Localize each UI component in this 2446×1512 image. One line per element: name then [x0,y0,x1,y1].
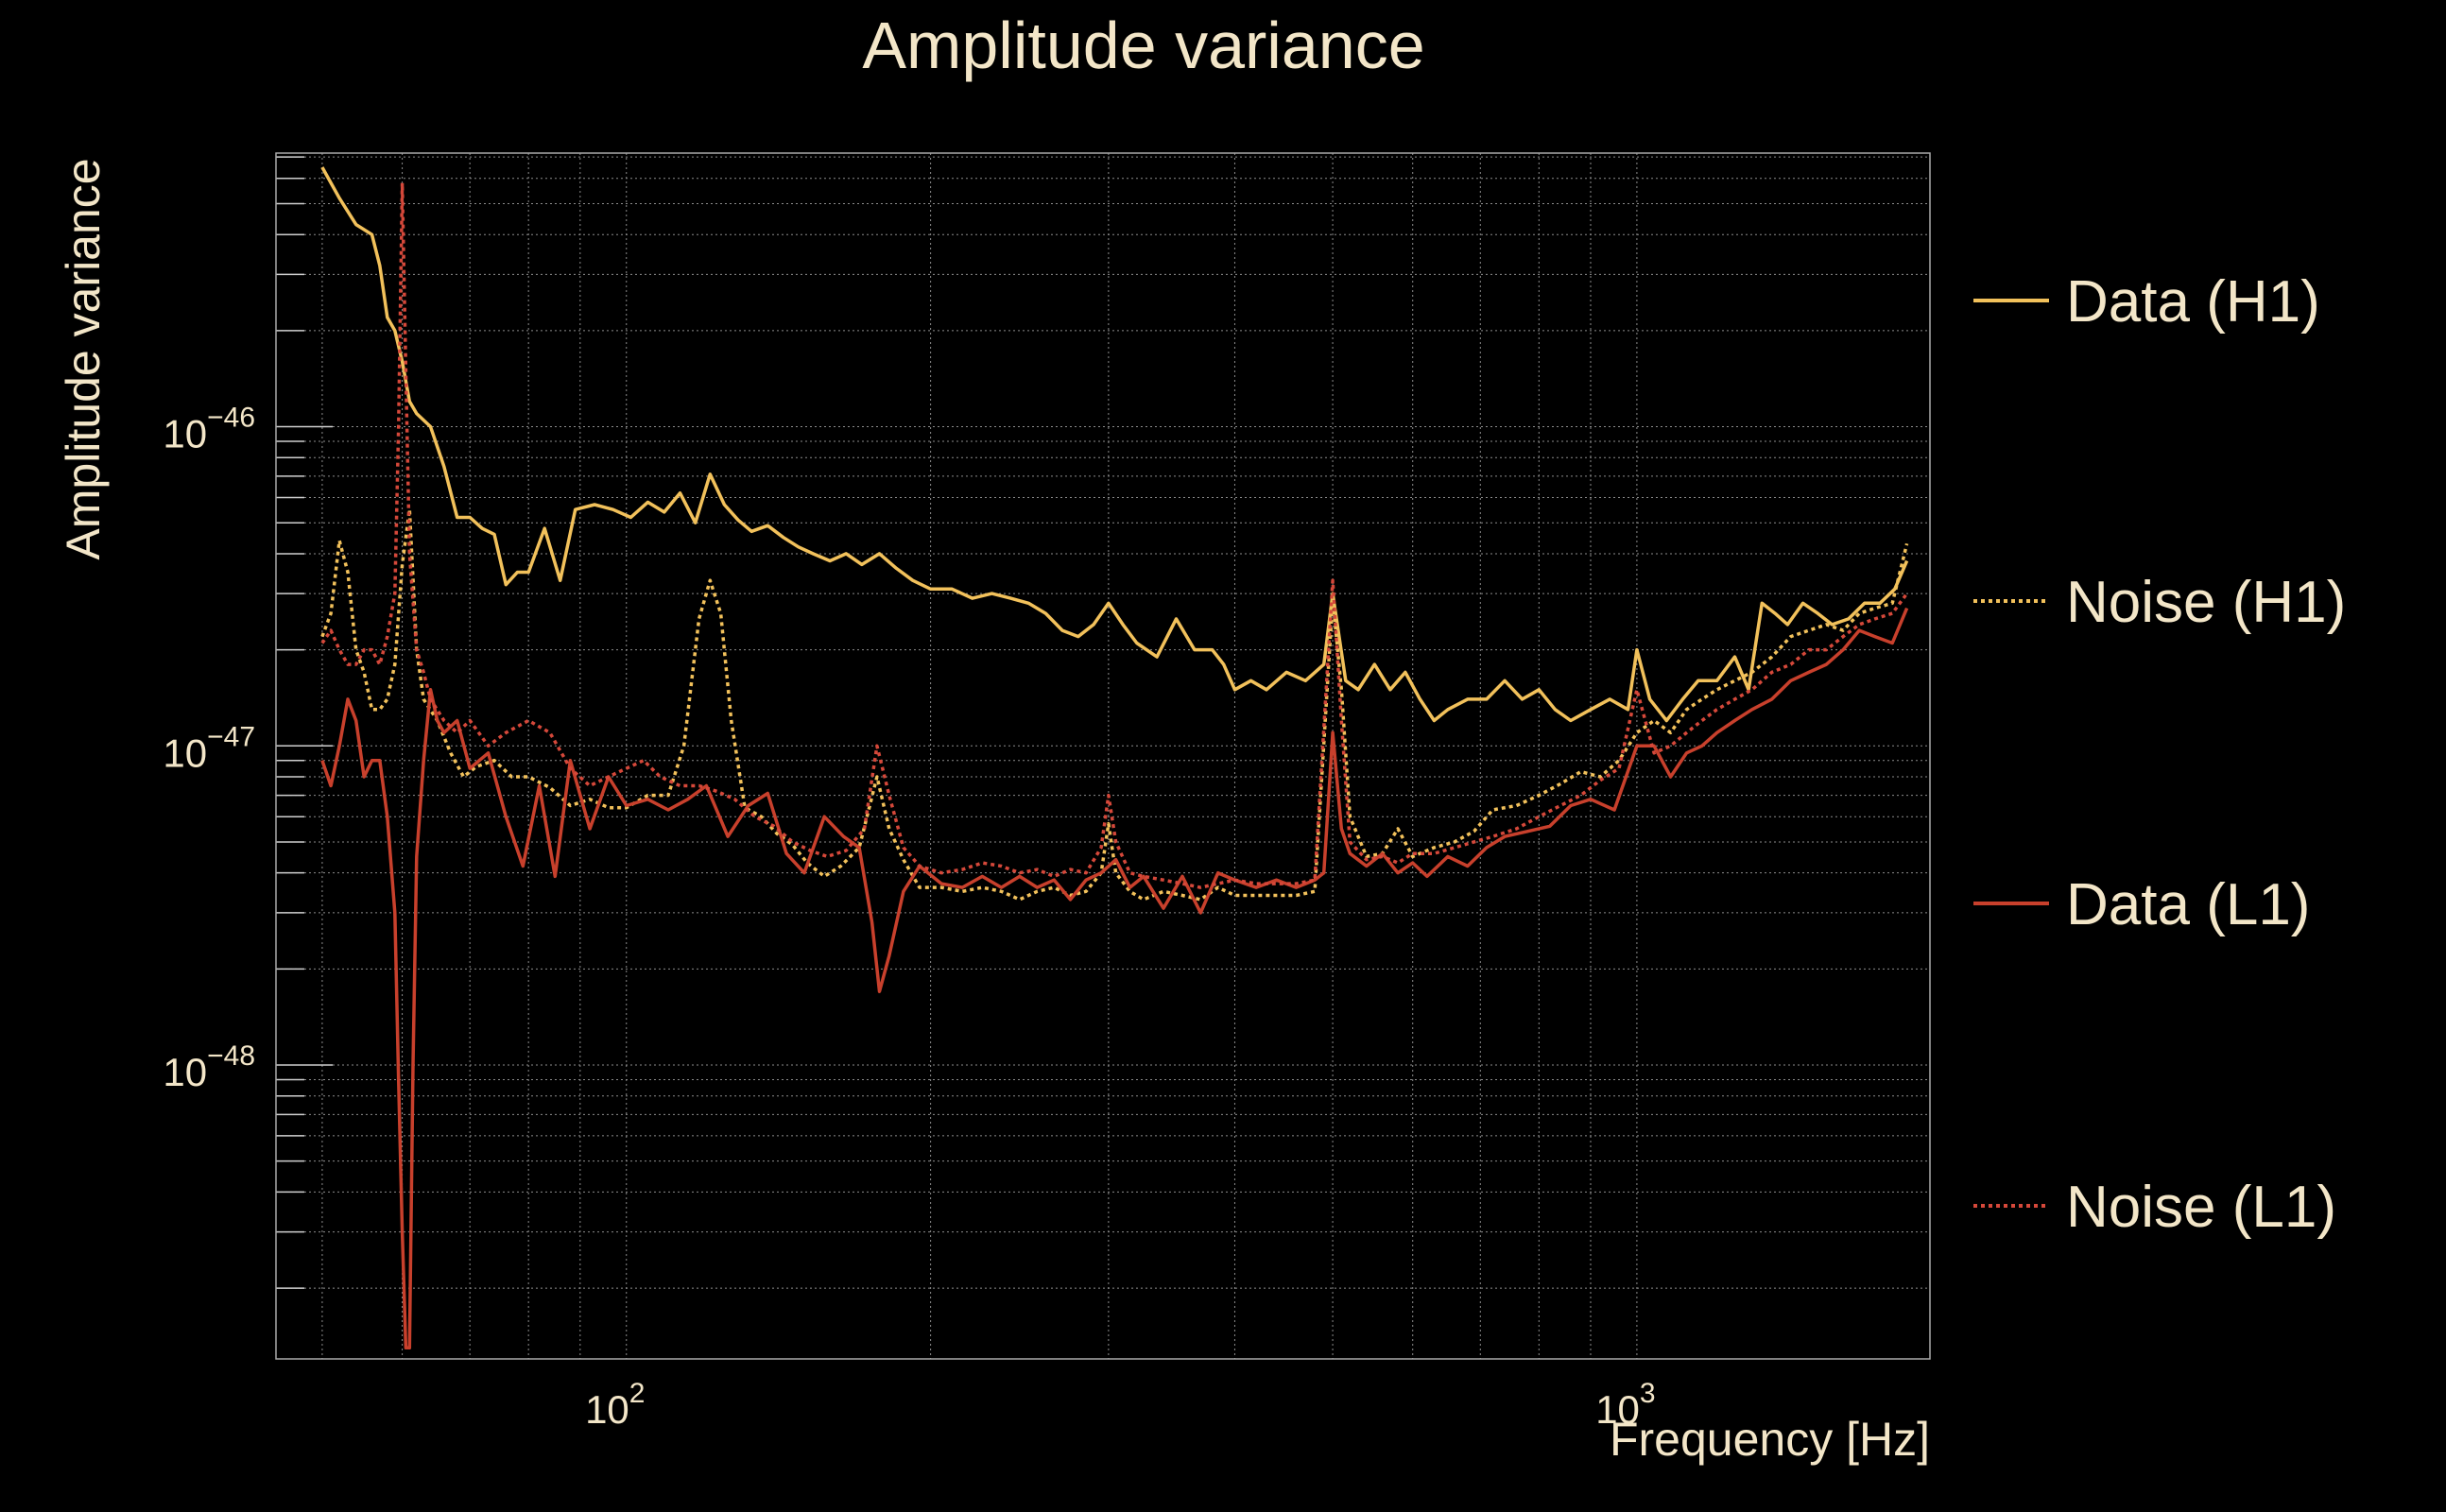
y-tick-base: 10 [163,412,207,456]
x-tick-base: 10 [585,1387,629,1432]
series-line-4 [320,180,1909,889]
x-tick-label: 102 [585,1378,645,1432]
y-tick-label: 10−48 [163,1040,255,1094]
legend: Data (H1) Noise (H1) Data (L1) Noise (L1) [1973,269,2346,1240]
x-tick-exponent: 2 [629,1378,646,1409]
grid [276,153,1930,1359]
y-tick-exponent: −47 [207,721,255,752]
series-line-1 [320,166,1909,723]
chart-title: Amplitude variance [862,9,1424,82]
legend-label: Data (L1) [2066,872,2310,937]
series-group [320,166,1909,1350]
x-tick-exponent: 3 [1640,1378,1656,1409]
y-tick-label: 10−46 [163,403,255,456]
y-tick-base: 10 [163,1050,207,1094]
y-axis-label: Amplitude variance [57,158,110,559]
legend-label: Noise (H1) [2066,570,2346,635]
plot-frame [275,152,1931,1360]
legend-label: Noise (L1) [2066,1175,2336,1240]
legend-label: Data (H1) [2066,269,2320,335]
y-tick-exponent: −48 [207,1040,255,1072]
x-tick-base: 10 [1595,1387,1640,1432]
x-tick-label: 103 [1595,1378,1655,1432]
y-tick-label: 10−47 [163,721,255,775]
y-tick-exponent: −46 [207,403,255,434]
series-line-2 [320,507,1909,902]
y-tick-base: 10 [163,730,207,775]
x-axis-label: Frequency [Hz] [1610,1413,1930,1466]
